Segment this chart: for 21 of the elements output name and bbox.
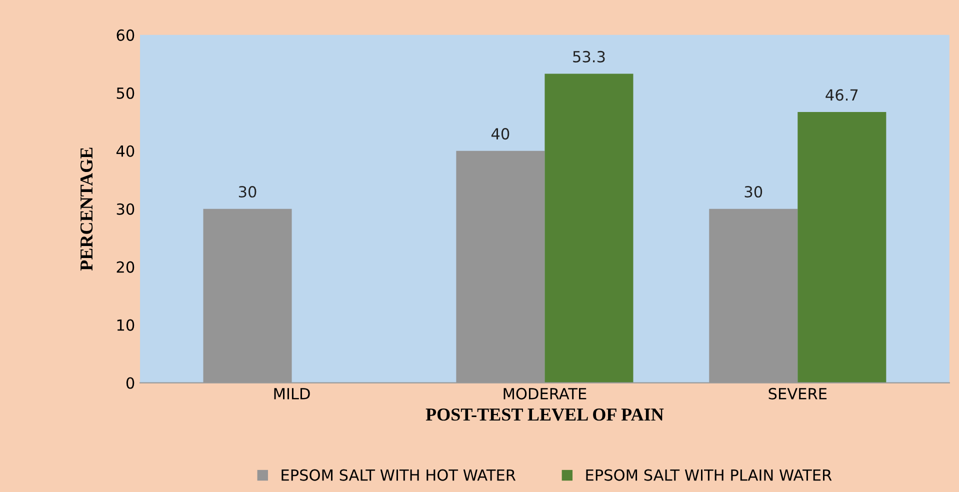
x-tick-label: MODERATE bbox=[504, 388, 586, 400]
x-axis-title: POST-TEST LEVEL OF PAIN bbox=[426, 408, 664, 421]
y-tick-label: 20 bbox=[116, 261, 134, 273]
bar bbox=[798, 112, 886, 383]
data-label: 40 bbox=[491, 128, 510, 140]
legend-label: EPSOM SALT WITH PLAIN WATER bbox=[586, 469, 832, 481]
y-axis-title: PERCENTAGE bbox=[80, 148, 93, 271]
y-tick-label: 0 bbox=[126, 377, 134, 389]
x-tick-label: MILD bbox=[274, 388, 310, 400]
data-label: 30 bbox=[238, 186, 256, 198]
y-tick-label: 10 bbox=[117, 319, 134, 331]
data-label: 46.7 bbox=[826, 89, 858, 101]
data-label: 30 bbox=[744, 186, 762, 198]
y-tick-label: 50 bbox=[116, 87, 134, 99]
y-tick-label: 30 bbox=[116, 203, 134, 215]
y-tick-label: 60 bbox=[116, 29, 134, 41]
data-label: 53.3 bbox=[573, 50, 605, 62]
bar bbox=[544, 74, 634, 383]
x-tick-label: SEVERE bbox=[768, 388, 827, 400]
y-tick-label: 40 bbox=[116, 145, 134, 157]
legend-label: EPSOM SALT WITH HOT WATER bbox=[282, 469, 516, 481]
